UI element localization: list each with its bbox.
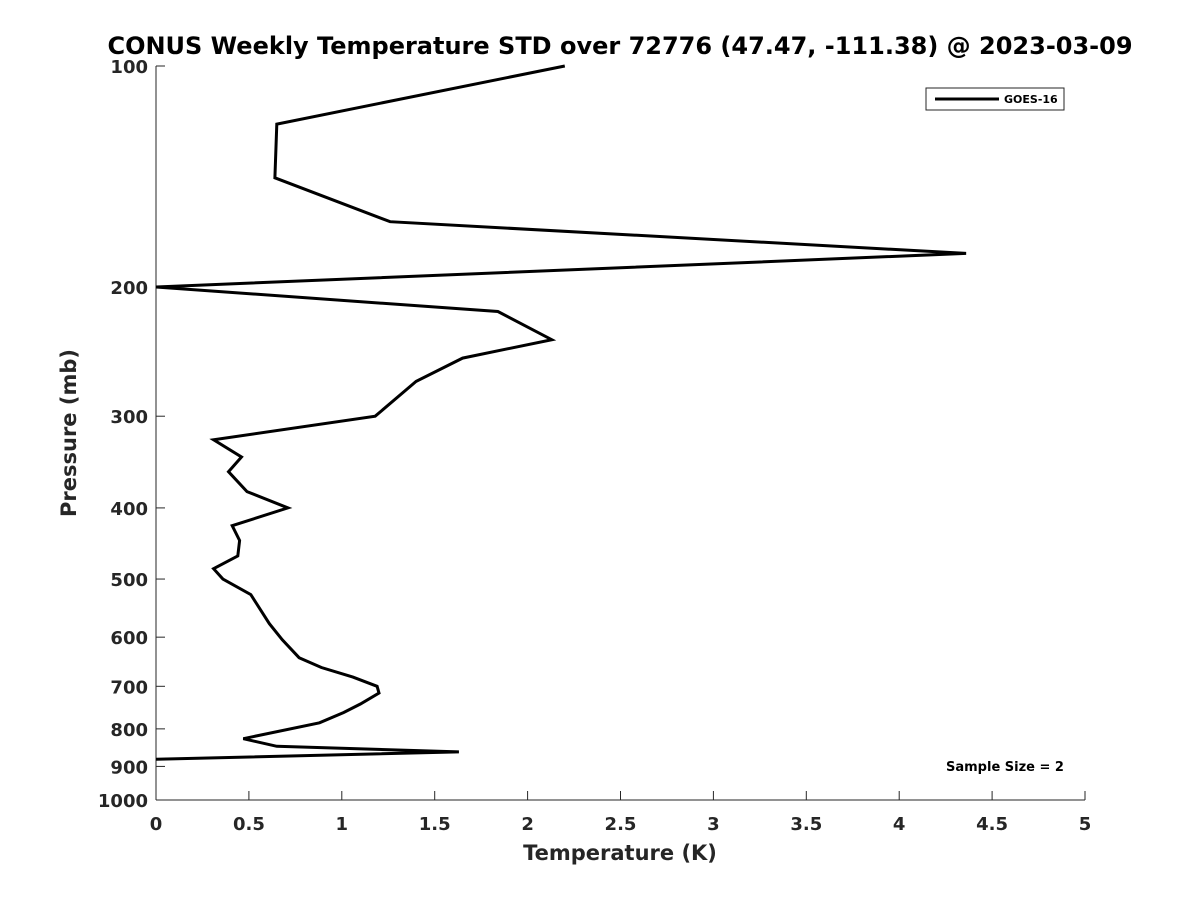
chart-title: CONUS Weekly Temperature STD over 72776 … (107, 32, 1132, 60)
y-tick-label: 200 (110, 278, 148, 299)
x-tick-label: 2.5 (605, 814, 637, 835)
y-axis-ticks: 100 200 300 400 500 600 700 800 900 1000 (98, 57, 165, 812)
y-tick-label: 700 (110, 677, 148, 698)
y-tick-label: 1000 (98, 791, 148, 812)
y-tick-label: 900 (110, 757, 148, 778)
x-tick-label: 5 (1079, 814, 1092, 835)
y-tick-label: 300 (110, 407, 148, 428)
x-tick-label: 2 (521, 814, 534, 835)
y-tick-label: 100 (110, 57, 148, 78)
x-axis-label: Temperature (K) (523, 841, 717, 865)
x-tick-label: 4 (893, 814, 906, 835)
y-tick-label: 400 (110, 499, 148, 520)
series-line-goes-16 (155, 64, 967, 761)
y-tick-label: 500 (110, 570, 148, 591)
sample-size-annotation: Sample Size = 2 (946, 760, 1064, 775)
series-layer (155, 64, 967, 761)
x-tick-label: 4.5 (976, 814, 1008, 835)
y-tick-label: 800 (110, 720, 148, 741)
x-tick-label: 3 (707, 814, 720, 835)
legend-label-goes-16: GOES-16 (1004, 93, 1058, 106)
x-tick-label: 0 (150, 814, 163, 835)
x-tick-label: 3.5 (790, 814, 822, 835)
y-axis-label: Pressure (mb) (57, 349, 81, 517)
x-axis-ticks: 0 0.5 1 1.5 2 2.5 3 3.5 4 4.5 5 (150, 791, 1092, 835)
x-tick-label: 1 (336, 814, 349, 835)
y-tick-label: 600 (110, 628, 148, 649)
plot-area: 0 0.5 1 1.5 2 2.5 3 3.5 4 4.5 5 100 200 300 400 500 600… (98, 57, 1091, 835)
x-tick-label: 1.5 (419, 814, 451, 835)
x-tick-label: 0.5 (233, 814, 265, 835)
legend: GOES-16 (925, 87, 1065, 111)
